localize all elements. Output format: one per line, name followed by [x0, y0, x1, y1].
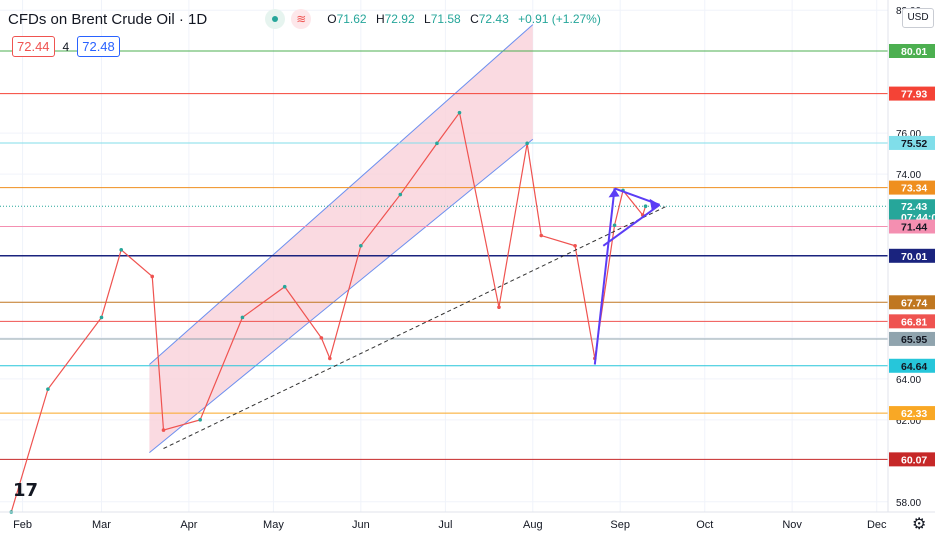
quote-row: 72.44 4 72.48 — [12, 36, 120, 57]
price-point — [573, 243, 577, 248]
price-series — [9, 110, 648, 514]
price-point — [46, 387, 50, 391]
x-tick-label: Oct — [696, 519, 713, 531]
price-point — [161, 428, 166, 432]
price-point — [525, 141, 529, 146]
level-label-text: 65.95 — [901, 334, 927, 346]
level-label-text: 80.01 — [901, 46, 927, 58]
price-point — [99, 315, 104, 320]
chart-header: CFDs on Brent Crude Oil · 1D ≋ O71.62 H7… — [8, 8, 607, 30]
x-tick-label: Apr — [180, 519, 197, 531]
pennant-pole — [593, 188, 616, 365]
level-label-text: 75.52 — [901, 138, 927, 150]
x-tick-label: Feb — [13, 519, 32, 531]
x-tick-label: Jun — [352, 519, 370, 531]
symbol-title[interactable]: CFDs on Brent Crude Oil · 1D — [8, 10, 208, 28]
level-label-box — [889, 358, 935, 373]
price-point — [198, 418, 202, 422]
level-label-box — [889, 331, 935, 346]
x-tick-label: Sep — [610, 519, 630, 531]
price-point — [359, 243, 363, 248]
x-tick-label: May — [263, 519, 284, 531]
level-label-box — [889, 295, 935, 310]
level-label-text: 66.81 — [901, 316, 927, 328]
y-tick-label: 76.00 — [896, 129, 921, 140]
level-label-box — [889, 314, 935, 329]
price-point — [319, 336, 324, 340]
market-open-icon — [265, 9, 286, 29]
ask-price-button[interactable]: 72.48 — [77, 36, 120, 57]
price-point — [119, 248, 124, 252]
channel-lower-line — [149, 138, 534, 453]
x-tick-label: Mar — [92, 519, 111, 531]
currency-selector[interactable]: USD — [902, 8, 934, 28]
price-point — [240, 315, 245, 320]
level-label-text: 70.01 — [901, 251, 927, 263]
y-tick-label: 74.00 — [896, 170, 921, 181]
x-tick-label: Jul — [438, 519, 452, 531]
gear-icon[interactable]: ⚙ — [912, 516, 927, 533]
y-tick-label: 64.00 — [896, 375, 921, 386]
price-line — [10, 111, 647, 513]
x-tick-label: Dec — [867, 519, 887, 531]
ascending-channel — [149, 24, 534, 453]
ohlc-readout: O71.62 H72.92 L71.58 C72.43 +0.91 (+1.27… — [327, 12, 601, 26]
price-point — [150, 274, 155, 279]
pole-arrowhead — [608, 188, 620, 198]
level-label-box — [889, 199, 935, 214]
level-label-box — [889, 180, 935, 195]
level-label-text: 60.07 — [901, 454, 927, 466]
spread-value: 4 — [62, 39, 70, 54]
x-tick-label: Nov — [782, 519, 802, 531]
price-point — [457, 110, 462, 115]
support-trendline — [163, 206, 666, 449]
pennant-arrowhead — [649, 198, 660, 210]
channel-fill — [149, 24, 533, 453]
level-label-box — [889, 248, 935, 263]
price-point — [643, 204, 648, 209]
channel-upper-line — [149, 24, 534, 365]
level-label-box — [889, 135, 935, 150]
price-point — [282, 284, 287, 289]
price-point — [435, 141, 439, 146]
level-label-text: 64.64 — [901, 361, 927, 373]
level-label-text: 77.93 — [901, 89, 927, 101]
y-tick-label: 58.00 — [896, 498, 921, 509]
tradingview-logo[interactable]: 17 — [13, 480, 39, 501]
price-point — [328, 356, 332, 361]
horizontal-levels — [0, 50, 888, 460]
price-point — [612, 223, 617, 228]
y-tick-label: 62.00 — [896, 416, 921, 427]
level-label-box — [889, 406, 935, 421]
pennant-lower-line — [602, 203, 661, 247]
price-point — [497, 305, 501, 310]
level-price-labels: 80.0177.9375.5273.3472.4307:44:071.4470.… — [889, 43, 935, 467]
level-label-text: 67.74 — [901, 297, 927, 309]
level-label-box — [889, 219, 935, 234]
wave-icon: ≋ — [291, 9, 312, 29]
level-label-box — [889, 43, 935, 58]
pattern-drawings — [163, 187, 666, 449]
price-point — [539, 233, 544, 238]
level-label-text: 73.34 — [901, 183, 927, 195]
level-label-box — [889, 86, 935, 101]
x-tick-label: Aug — [523, 519, 543, 531]
level-label-text: 62.33 — [901, 408, 927, 420]
level-label-text: 71.44 — [901, 222, 927, 234]
level-label-box — [889, 452, 935, 467]
bid-price-button[interactable]: 72.44 — [12, 36, 55, 57]
price-point — [398, 192, 403, 197]
